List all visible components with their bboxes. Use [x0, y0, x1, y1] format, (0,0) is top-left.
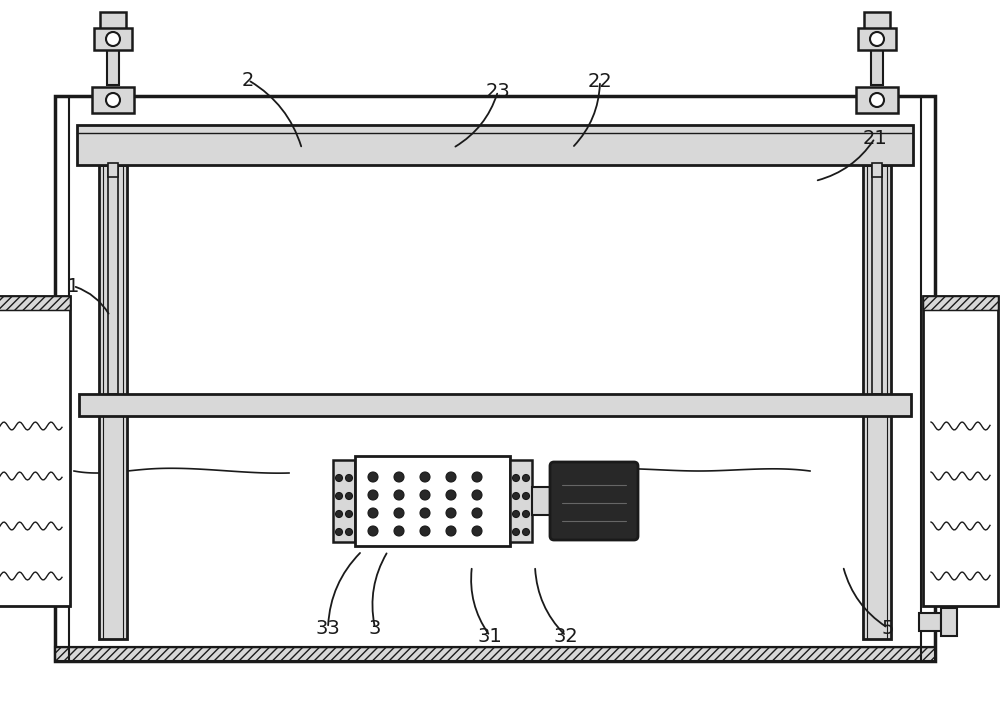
Circle shape	[512, 511, 520, 518]
Circle shape	[368, 472, 378, 482]
Circle shape	[420, 508, 430, 518]
Circle shape	[870, 93, 884, 107]
Circle shape	[472, 490, 482, 500]
Text: 23: 23	[486, 82, 510, 100]
Circle shape	[106, 93, 120, 107]
Text: 2: 2	[242, 70, 254, 90]
Circle shape	[446, 490, 456, 500]
Circle shape	[346, 511, 352, 518]
Circle shape	[522, 475, 530, 481]
Text: 22: 22	[588, 72, 612, 90]
Circle shape	[512, 528, 520, 536]
Bar	[941, 608, 957, 636]
Circle shape	[106, 32, 120, 46]
Bar	[94, 28, 132, 50]
Circle shape	[394, 472, 404, 482]
Bar	[510, 460, 532, 542]
Circle shape	[346, 493, 352, 500]
Circle shape	[420, 490, 430, 500]
FancyBboxPatch shape	[550, 462, 638, 540]
Circle shape	[394, 508, 404, 518]
Circle shape	[512, 493, 520, 500]
Text: 31: 31	[478, 626, 502, 646]
Bar	[872, 163, 882, 177]
Circle shape	[336, 475, 342, 481]
Circle shape	[336, 528, 342, 536]
Circle shape	[446, 526, 456, 536]
Bar	[55, 647, 935, 661]
Circle shape	[336, 493, 342, 500]
Circle shape	[870, 32, 884, 46]
Circle shape	[446, 508, 456, 518]
Bar	[923, 296, 998, 606]
Circle shape	[472, 526, 482, 536]
Bar	[79, 394, 911, 416]
Bar	[99, 165, 127, 639]
Circle shape	[472, 472, 482, 482]
Text: 33: 33	[316, 619, 340, 637]
Circle shape	[472, 508, 482, 518]
Bar	[923, 296, 998, 310]
Bar	[108, 165, 118, 394]
Circle shape	[522, 528, 530, 536]
Bar	[107, 47, 119, 85]
Bar	[55, 647, 935, 661]
Circle shape	[394, 490, 404, 500]
Bar	[108, 163, 118, 177]
Text: 1: 1	[67, 276, 79, 296]
Bar	[864, 12, 890, 30]
Text: 3: 3	[369, 619, 381, 637]
Circle shape	[368, 508, 378, 518]
Bar	[923, 296, 998, 310]
Bar	[872, 165, 882, 394]
Circle shape	[368, 490, 378, 500]
Bar	[92, 87, 134, 113]
Text: 21: 21	[863, 128, 887, 147]
Bar	[355, 456, 510, 546]
Bar	[863, 165, 891, 639]
Circle shape	[512, 475, 520, 481]
Circle shape	[368, 526, 378, 536]
Text: 32: 32	[554, 626, 578, 646]
Bar	[532, 487, 554, 515]
Bar	[0, 296, 70, 606]
Bar	[919, 613, 941, 631]
Circle shape	[336, 511, 342, 518]
Circle shape	[346, 528, 352, 536]
Circle shape	[420, 472, 430, 482]
Circle shape	[446, 472, 456, 482]
Bar	[871, 47, 883, 85]
Circle shape	[522, 493, 530, 500]
Circle shape	[346, 475, 352, 481]
Text: 5: 5	[882, 619, 894, 637]
Bar	[0, 296, 70, 310]
Circle shape	[394, 526, 404, 536]
Bar	[55, 96, 935, 661]
Bar	[100, 12, 126, 30]
Circle shape	[522, 511, 530, 518]
Bar	[333, 460, 355, 542]
Bar	[77, 125, 913, 165]
Circle shape	[420, 526, 430, 536]
Bar	[858, 28, 896, 50]
Bar	[0, 296, 70, 310]
Bar	[856, 87, 898, 113]
